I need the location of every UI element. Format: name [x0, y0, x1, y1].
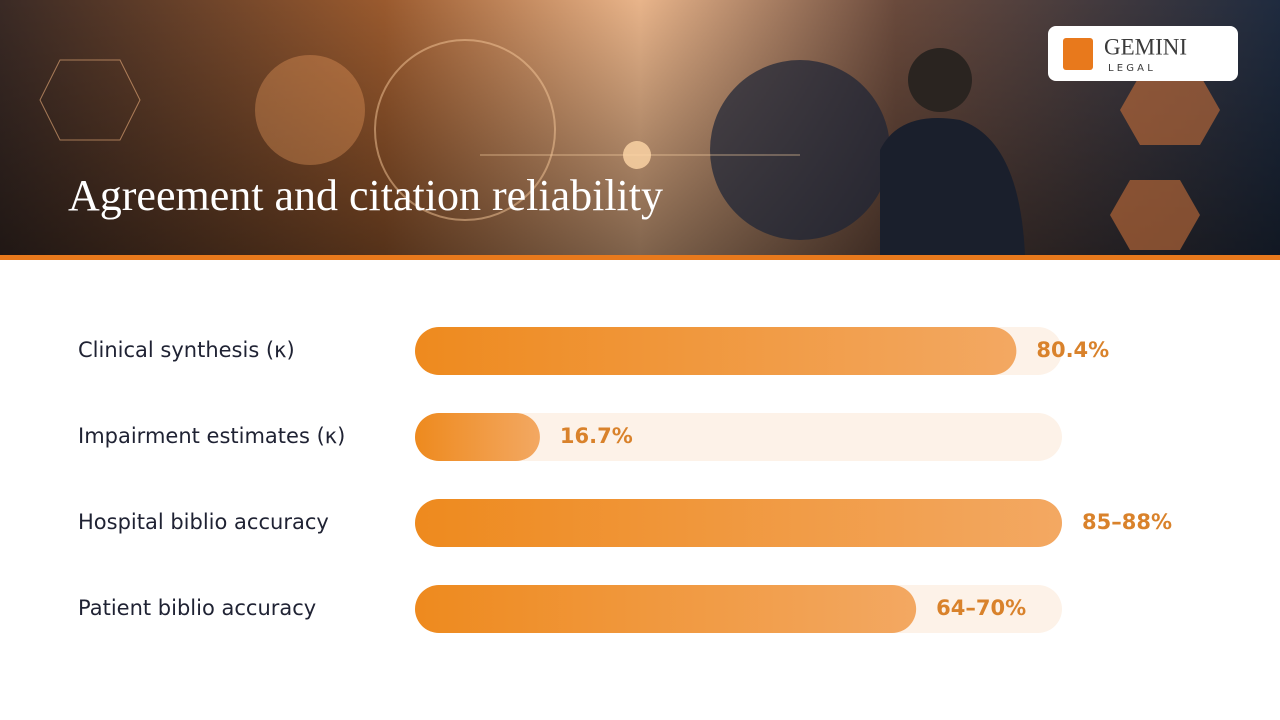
logo-name: GEMINI [1104, 34, 1187, 59]
value-label: 80.4% [1036, 338, 1109, 362]
category-label: Clinical synthesis (κ) [78, 338, 295, 362]
chart-title: Agreement and citation reliability [68, 171, 663, 220]
bar [415, 327, 1017, 375]
value-label: 64–70% [936, 596, 1026, 620]
bar [415, 499, 1062, 547]
category-label: Hospital biblio accuracy [78, 510, 329, 534]
header-rule [0, 255, 1280, 260]
logo-tagline: L E G A L [1108, 63, 1153, 74]
bar [415, 413, 540, 461]
value-label: 16.7% [560, 424, 633, 448]
category-label: Impairment estimates (κ) [78, 424, 345, 448]
category-label: Patient biblio accuracy [78, 596, 316, 620]
value-label: 85–88% [1082, 510, 1172, 534]
bar [415, 585, 917, 633]
bar-track [415, 413, 1062, 461]
logo: GEMINI L E G A L [1048, 26, 1238, 81]
